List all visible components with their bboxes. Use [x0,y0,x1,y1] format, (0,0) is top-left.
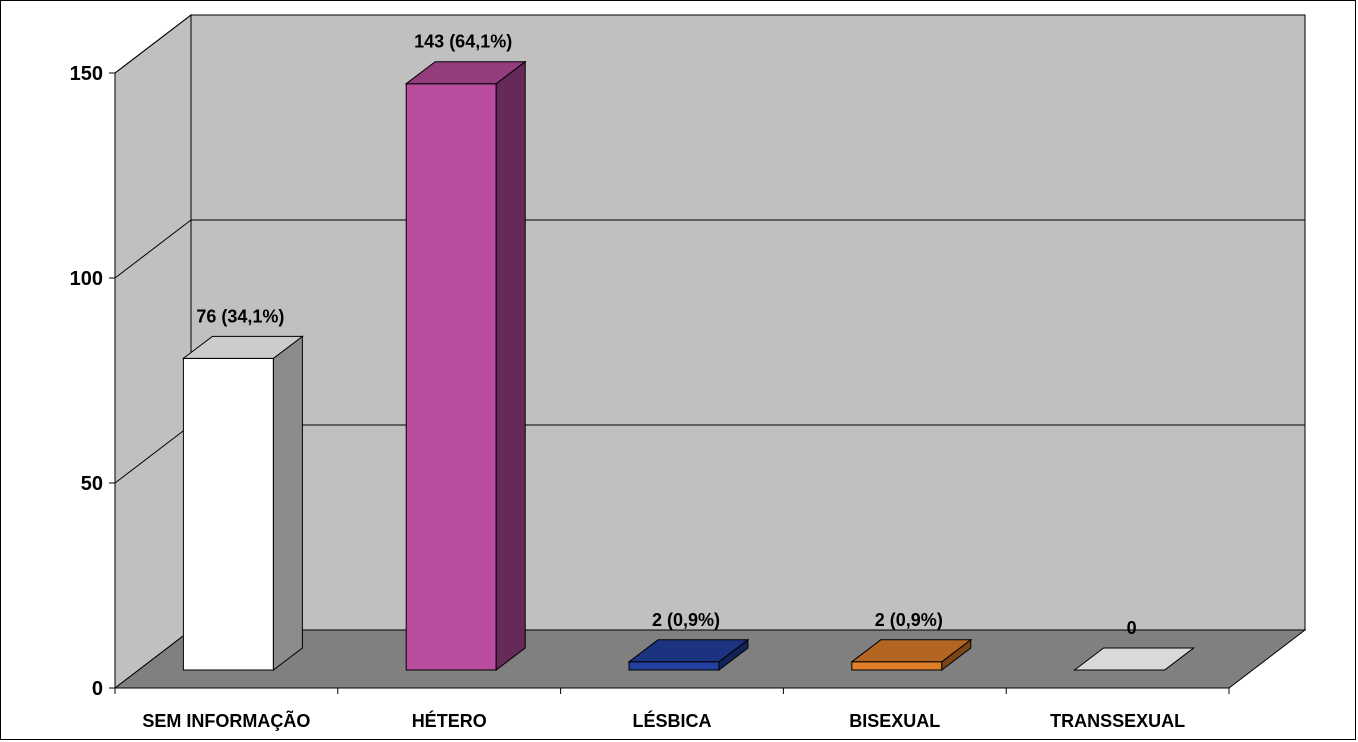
bar-side [495,60,526,672]
bar-front [405,83,497,671]
back-wall [190,14,1306,631]
x-tick-label: BISEXUAL [849,711,940,731]
bar-top [627,639,750,663]
bar-front [628,661,720,671]
data-label: 0 [1127,618,1137,638]
x-tick-label: TRANSSEXUAL [1050,711,1185,731]
bars [181,60,1196,672]
bar [1073,647,1196,671]
y-tick-label: 50 [81,473,103,495]
data-label: 76 (34,1%) [196,306,284,326]
bar [404,60,527,672]
bar [850,638,973,672]
labels: 0 50 100 150 76 (34,1%) SEM INFORMAÇÃO 143 (64… [70,32,1185,731]
bar-top [181,335,304,359]
bar-side [272,335,303,672]
data-label: 2 (0,9%) [875,610,943,630]
axes [109,72,1230,694]
bar-top [850,639,973,663]
y-tick-label: 0 [92,678,103,700]
bar-front [182,357,274,671]
x-tick-label: SEM INFORMAÇÃO [142,710,310,731]
data-label: 2 (0,9%) [652,610,720,630]
y-tick-label: 100 [70,268,103,290]
bar-top [1073,647,1196,671]
bar-top [404,61,527,85]
side-wall [114,13,192,690]
bar-front [851,661,943,671]
x-tick-label: HÉTERO [412,710,487,731]
gridline-side [114,14,192,74]
bar [181,335,304,672]
gridline-side [114,219,192,279]
data-label: 143 (64,1%) [414,32,512,52]
y-tick-label: 150 [70,63,103,85]
bar [627,638,750,672]
gridline-side [114,424,192,484]
gridlines [114,14,1305,484]
x-tick-label: LÉSBICA [632,710,711,731]
